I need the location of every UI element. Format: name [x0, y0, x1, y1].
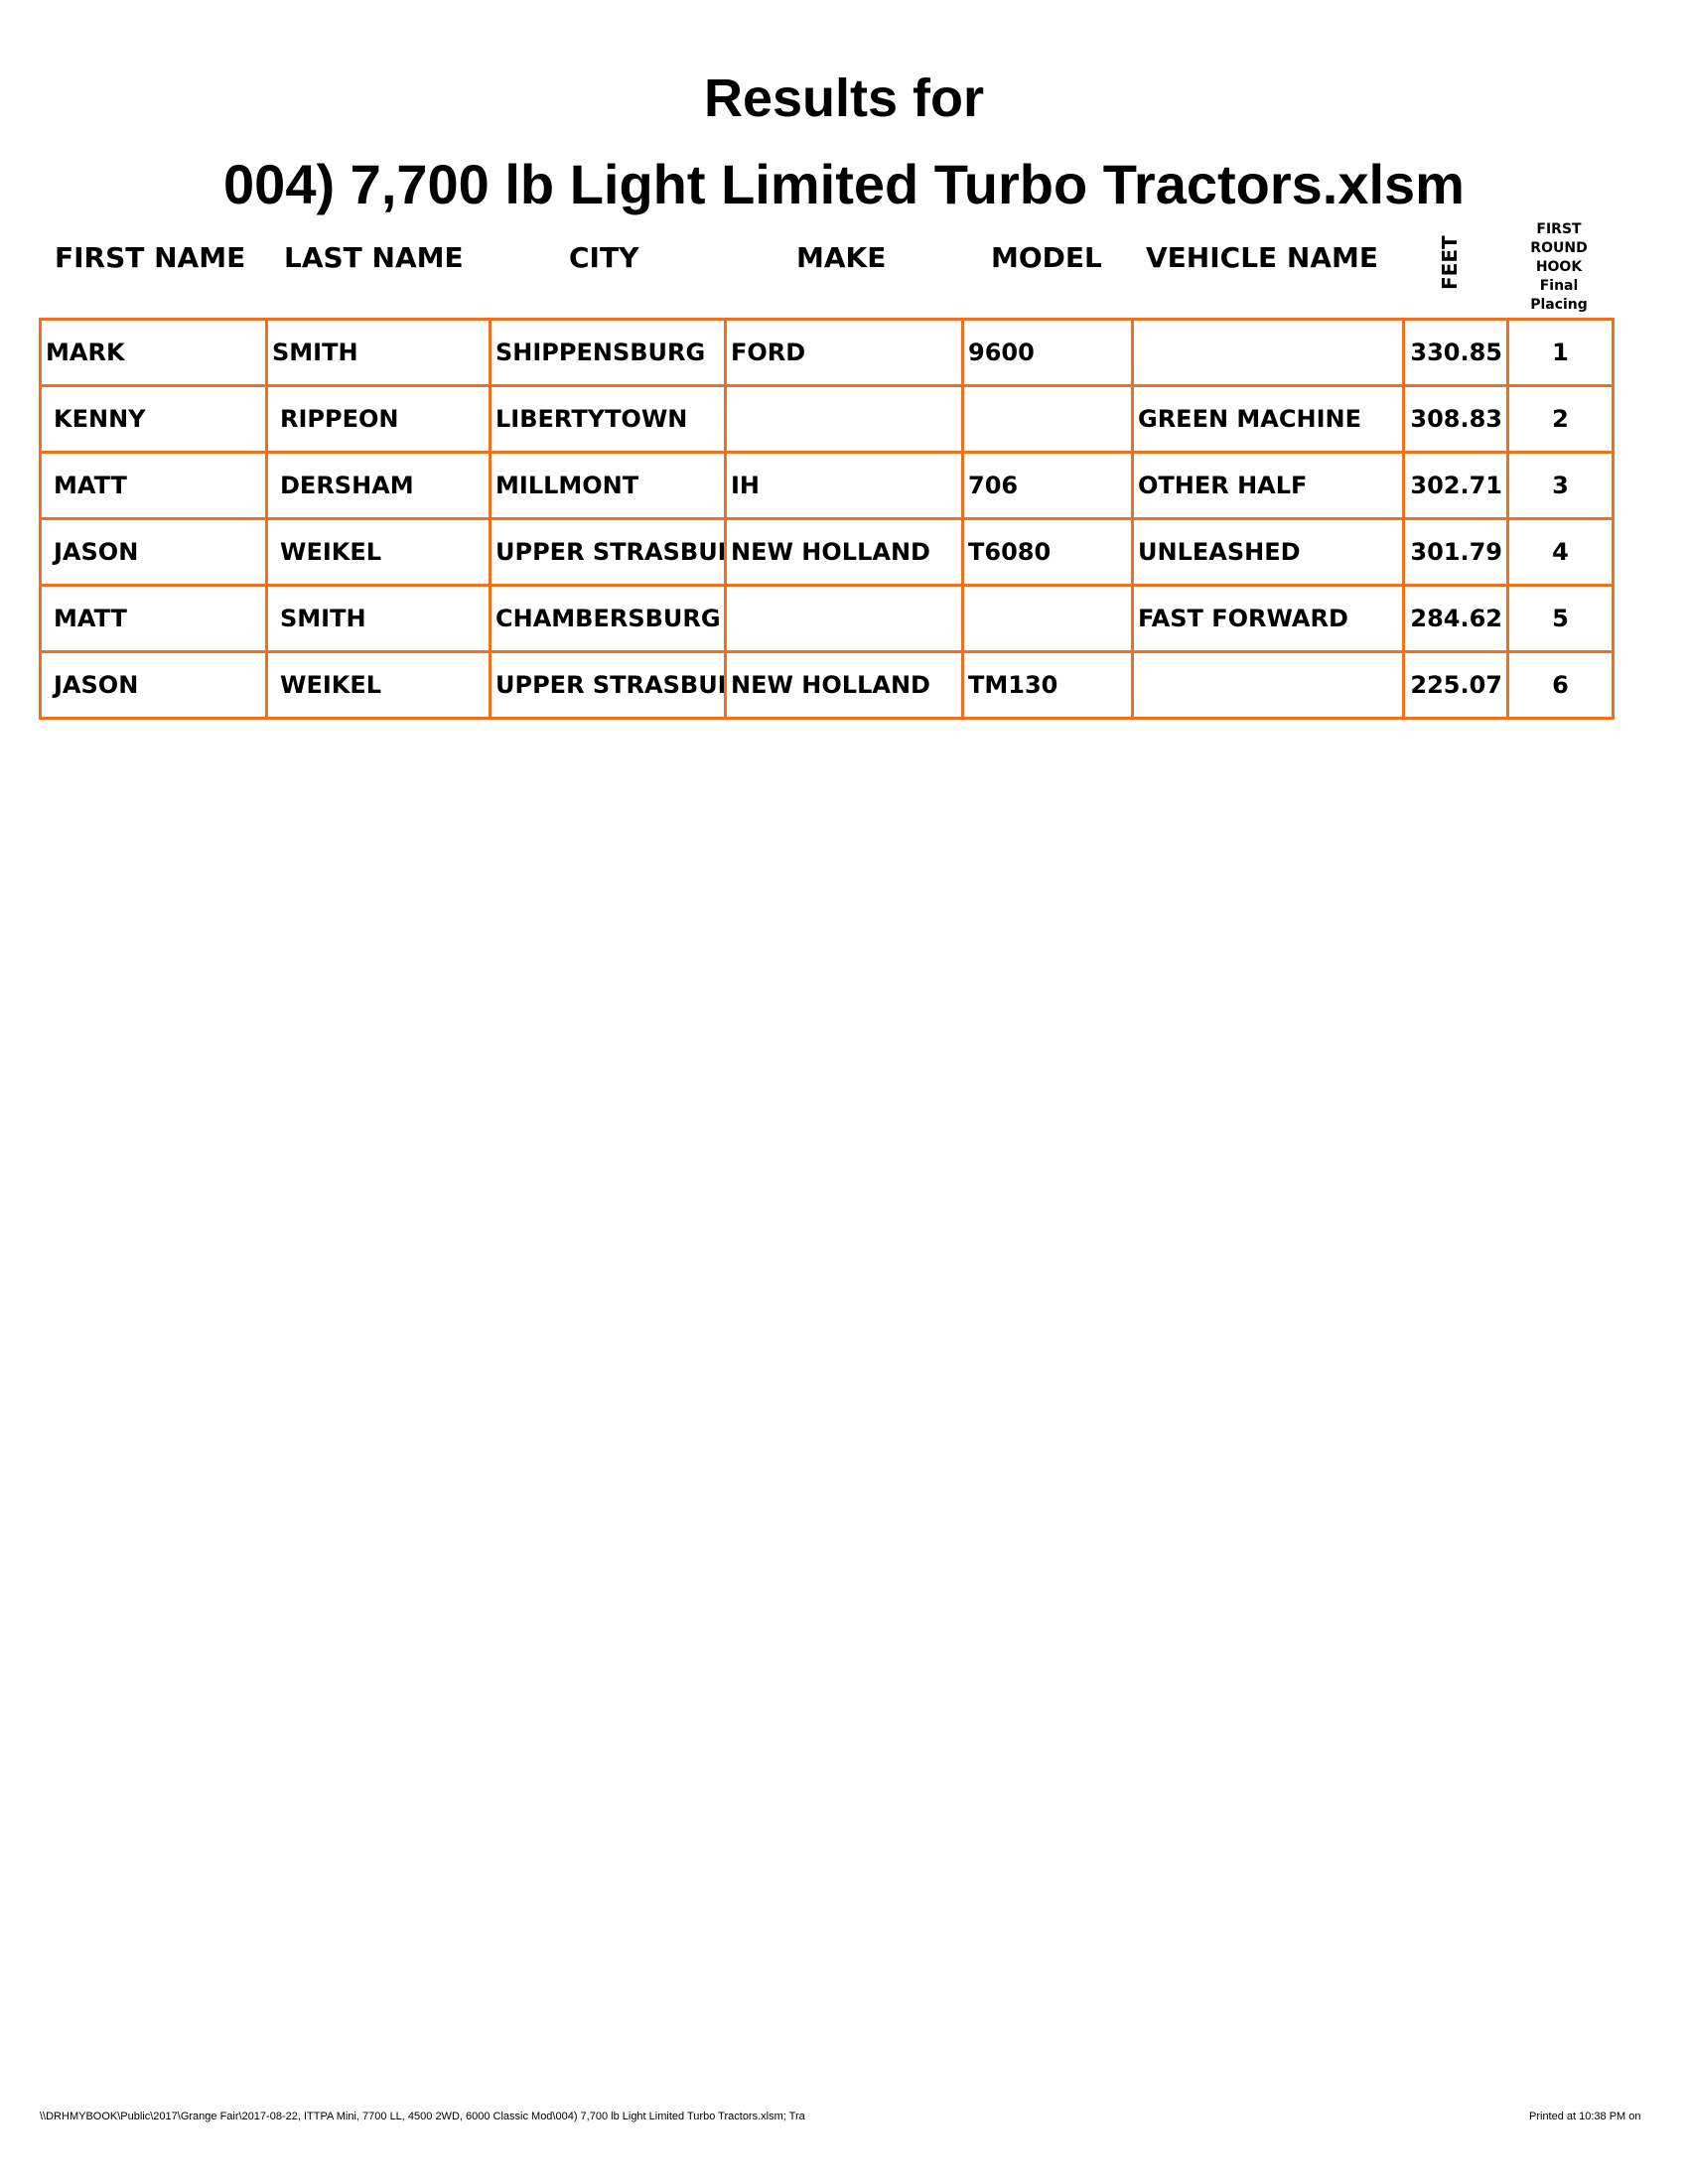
cell-feet: 301.79 [1402, 517, 1509, 587]
cell-first-name: KENNY [39, 384, 268, 454]
cell-make: NEW HOLLAND [724, 650, 964, 720]
cell-model [961, 584, 1134, 653]
header-placing-line: Placing [1530, 297, 1588, 313]
header-city: CITY [569, 241, 639, 274]
title-line-1: Results for [703, 68, 985, 128]
cell-last-name: RIPPEON [265, 384, 492, 454]
cell-make: FORD [724, 318, 964, 387]
footer-printed-at: Printed at 10:38 PM on [1529, 2111, 1641, 2122]
cell-first-name: MARK [39, 318, 268, 387]
cell-placing: 4 [1506, 517, 1615, 587]
header-placing-line: Final [1539, 278, 1579, 294]
cell-first-name: MATT [39, 451, 268, 520]
title-line-2: 004) 7,700 lb Light Limited Turbo Tracto… [223, 153, 1465, 215]
cell-vehicle-name [1131, 650, 1405, 720]
cell-first-name: MATT [39, 584, 268, 653]
cell-city: MILLMONT [489, 451, 727, 520]
header-last-name: LAST NAME [284, 241, 464, 274]
cell-first-name: JASON [39, 650, 268, 720]
cell-last-name: DERSHAM [265, 451, 492, 520]
cell-first-name: JASON [39, 517, 268, 587]
cell-model [961, 384, 1134, 454]
cell-make: NEW HOLLAND [724, 517, 964, 587]
cell-city: SHIPPENSBURG [489, 318, 727, 387]
table-row: MATT DERSHAM MILLMONT IH 706 OTHER HALF 302.71… [39, 451, 1615, 520]
cell-model: 706 [961, 451, 1134, 520]
header-placing: FIRST ROUND HOOK Final Placing [1506, 220, 1612, 315]
cell-model: TM130 [961, 650, 1134, 720]
cell-make [724, 384, 964, 454]
table-row: MARK SMITH SHIPPENSBURG FORD 9600 330.85 1 [39, 318, 1615, 387]
cell-placing: 3 [1506, 451, 1615, 520]
cell-placing: 1 [1506, 318, 1615, 387]
cell-feet: 308.83 [1402, 384, 1509, 454]
header-placing-line: FIRST [1536, 221, 1582, 237]
cell-last-name: WEIKEL [265, 650, 492, 720]
results-table: MARK SMITH SHIPPENSBURG FORD 9600 330.85 1 KENN… [39, 318, 1615, 720]
cell-make: IH [724, 451, 964, 520]
cell-last-name: WEIKEL [265, 517, 492, 587]
cell-vehicle-name: GREEN MACHINE [1131, 384, 1405, 454]
header-placing-line: ROUND [1530, 240, 1588, 256]
table-row: KENNY RIPPEON LIBERTYTOWN GREEN MACHINE 308.… [39, 384, 1615, 454]
cell-feet: 284.62 [1402, 584, 1509, 653]
header-placing-line: HOOK [1535, 259, 1583, 275]
cell-make [724, 584, 964, 653]
cell-placing: 5 [1506, 584, 1615, 653]
header-first-name: FIRST NAME [55, 241, 246, 274]
cell-placing: 2 [1506, 384, 1615, 454]
header-feet: FEET [1438, 235, 1462, 290]
cell-model: 9600 [961, 318, 1134, 387]
cell-vehicle-name: FAST FORWARD [1131, 584, 1405, 653]
cell-feet: 302.71 [1402, 451, 1509, 520]
header-make: MAKE [796, 241, 887, 274]
cell-last-name: SMITH [265, 318, 492, 387]
cell-vehicle-name [1131, 318, 1405, 387]
header-model: MODEL [991, 241, 1102, 274]
cell-last-name: SMITH [265, 584, 492, 653]
cell-city: UPPER STRASBURG [489, 517, 727, 587]
cell-feet: 330.85 [1402, 318, 1509, 387]
header-vehicle-name: VEHICLE NAME [1146, 241, 1379, 274]
cell-model: T6080 [961, 517, 1134, 587]
cell-vehicle-name: OTHER HALF [1131, 451, 1405, 520]
cell-city: UPPER STRASBURG [489, 650, 727, 720]
cell-placing: 6 [1506, 650, 1615, 720]
footer-file-path: \\DRHMYBOOK\Public\2017\Grange Fair\2017… [40, 2111, 805, 2122]
table-row: MATT SMITH CHAMBERSBURG FAST FORWARD 284.62 5 [39, 584, 1615, 653]
cell-city: CHAMBERSBURG [489, 584, 727, 653]
cell-feet: 225.07 [1402, 650, 1509, 720]
cell-vehicle-name: UNLEASHED [1131, 517, 1405, 587]
cell-city: LIBERTYTOWN [489, 384, 727, 454]
